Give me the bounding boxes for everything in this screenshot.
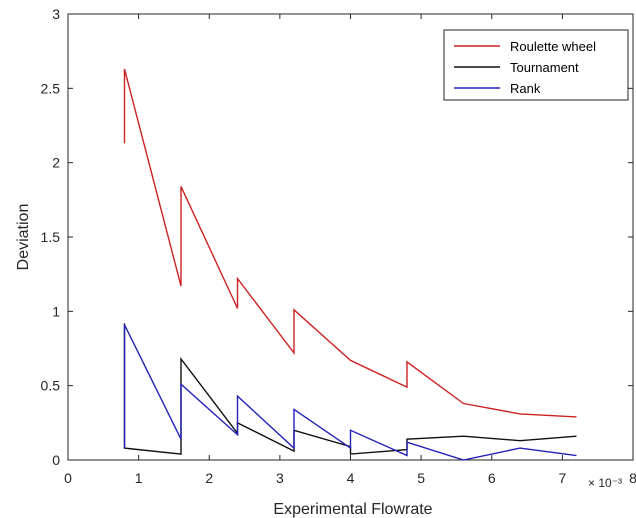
y-axis-tick-label: 2	[52, 155, 60, 171]
y-axis-tick-label: 0	[52, 452, 60, 468]
legend-label-roulette-wheel: Roulette wheel	[510, 39, 596, 54]
x-axis-tick-label: 0	[64, 470, 72, 486]
y-axis-tick-label: 1.5	[41, 229, 61, 245]
legend: Roulette wheel Tournament Rank	[443, 29, 629, 101]
y-axis-tick-label: 0.5	[41, 378, 61, 394]
legend-label-tournament: Tournament	[510, 60, 579, 75]
legend-label-rank: Rank	[510, 81, 541, 96]
y-axis-tick-label: 3	[52, 6, 60, 22]
x-axis-label: Experimental Flowrate	[273, 501, 432, 518]
series-layer	[123, 68, 577, 461]
x-axis-multiplier-label: × 10⁻³	[588, 476, 622, 490]
x-axis-tick-label: 6	[488, 470, 496, 486]
series-line-rank	[123, 324, 577, 461]
x-axis-tick-label: 3	[276, 470, 284, 486]
x-axis-tick-label: 4	[347, 470, 355, 486]
x-axis-tick-label: 7	[558, 470, 566, 486]
y-axis-tick-label: 2.5	[41, 80, 61, 96]
x-axis-tick-label: 1	[135, 470, 143, 486]
y-axis-ticks: 0 0.5 1 1.5 2 2.5 3	[41, 6, 633, 468]
x-axis-ticks: 0 1 2 3 4 5 6 7 8	[64, 14, 636, 486]
series-line-roulette-wheel	[123, 68, 577, 418]
x-axis-tick-label: 8	[629, 470, 636, 486]
x-axis-tick-label: 2	[205, 470, 213, 486]
x-axis-tick-label: 5	[417, 470, 425, 486]
y-axis-tick-label: 1	[52, 303, 60, 319]
y-axis-label: Deviation	[15, 204, 32, 271]
